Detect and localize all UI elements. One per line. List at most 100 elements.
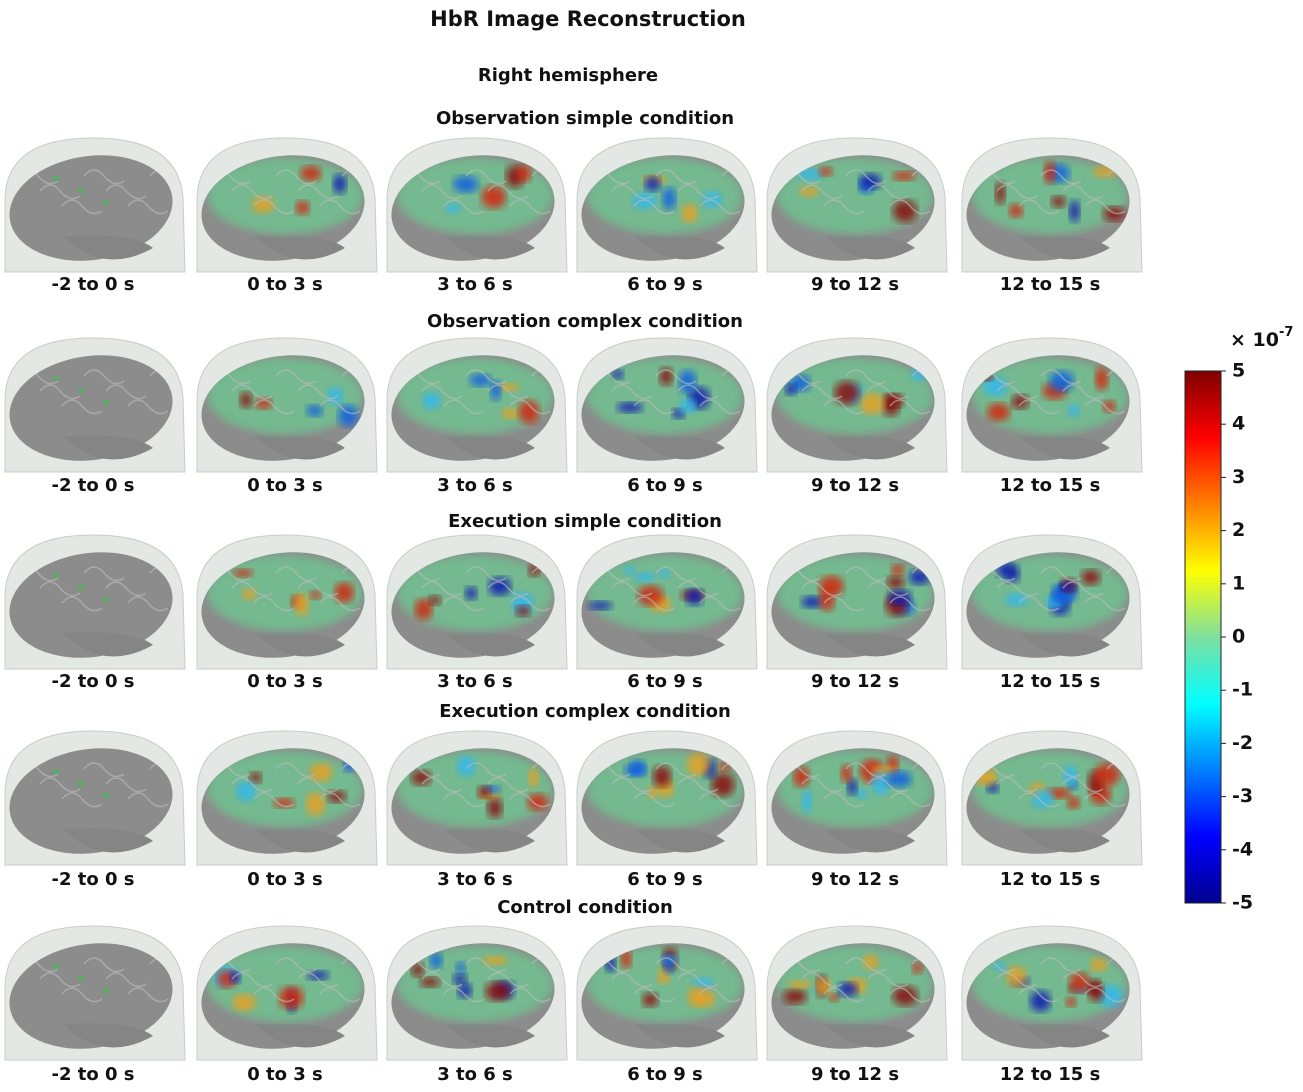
gyrus xyxy=(1040,566,1082,582)
temporal-lobe xyxy=(635,1023,725,1048)
row-title: Execution complex condition xyxy=(439,701,731,722)
activation-overlay xyxy=(397,555,562,631)
gyrus xyxy=(127,596,169,612)
activation-blob xyxy=(694,987,716,1008)
activation-blob xyxy=(232,994,257,1012)
activation-spot xyxy=(53,376,59,381)
gyrus xyxy=(889,596,931,612)
activation-overlay xyxy=(587,946,752,1022)
gyrus xyxy=(275,762,317,778)
gyrus xyxy=(1062,184,1104,200)
activation-field xyxy=(587,358,743,434)
time-label: 0 to 3 s xyxy=(247,671,323,692)
activation-blob xyxy=(686,588,703,606)
temporal-lobe xyxy=(255,235,345,260)
activation-blob xyxy=(1030,990,1051,1012)
gyrus xyxy=(699,199,741,215)
temporal-lobe xyxy=(825,828,915,853)
activation-blob xyxy=(912,962,923,974)
gyrus xyxy=(465,957,507,973)
temporal-lobe xyxy=(445,828,535,853)
gyrus xyxy=(231,184,273,200)
temporal-lobe xyxy=(63,435,153,460)
multiplier-base: × 10 xyxy=(1230,329,1279,351)
brain-panel xyxy=(766,730,948,866)
gyrus xyxy=(996,581,1038,597)
activation-blob xyxy=(799,186,819,197)
activation-blob xyxy=(796,168,823,181)
activation-blob xyxy=(232,569,253,578)
gyrus xyxy=(61,399,103,415)
activation-overlay xyxy=(17,762,180,808)
gyrus xyxy=(655,169,697,185)
gyrus xyxy=(275,169,317,185)
time-label: 0 to 3 s xyxy=(247,475,323,496)
time-label: 12 to 15 s xyxy=(1000,671,1101,692)
brain xyxy=(9,748,173,854)
gyrus xyxy=(845,957,887,973)
activation-spot xyxy=(103,597,109,602)
activation-blob xyxy=(518,400,540,424)
gyrus xyxy=(319,596,361,612)
activation-blob xyxy=(487,797,503,818)
activation-blob xyxy=(1095,367,1109,391)
activation-blob xyxy=(1094,763,1120,787)
gyrus xyxy=(823,792,865,808)
activation-spot xyxy=(78,188,84,193)
activation-field xyxy=(207,158,363,234)
gyrus xyxy=(1018,987,1060,1003)
gyrus xyxy=(253,199,295,215)
activation-overlay xyxy=(397,158,562,234)
gyrus xyxy=(996,972,1038,988)
activation-blob xyxy=(456,755,476,777)
gyrus xyxy=(509,987,551,1003)
gyrus xyxy=(677,581,719,597)
activation-blob xyxy=(1051,195,1066,208)
gyrus xyxy=(1062,581,1104,597)
time-label: 3 to 6 s xyxy=(437,869,513,890)
activation-overlay xyxy=(587,158,752,234)
activation-blob xyxy=(1005,593,1028,607)
gyrus xyxy=(253,399,295,415)
gyrus xyxy=(677,384,719,400)
activation-blob xyxy=(793,766,810,788)
colorbar-tick-label: -4 xyxy=(1232,838,1253,860)
gyrus xyxy=(845,369,887,385)
time-label: 3 to 6 s xyxy=(437,671,513,692)
gyrus xyxy=(105,184,147,200)
gyrus xyxy=(867,184,909,200)
gyrus xyxy=(1062,384,1104,400)
time-label: -2 to 0 s xyxy=(51,671,134,692)
gyrus xyxy=(105,777,147,793)
activation-overlay xyxy=(17,369,180,415)
temporal-lobe xyxy=(635,828,725,853)
activation-blob xyxy=(1088,982,1104,1002)
activation-blob xyxy=(464,586,478,600)
gyrus xyxy=(1018,199,1060,215)
temporal-lobe xyxy=(255,632,345,657)
activation-overlay xyxy=(207,158,372,234)
figure-title: HbR Image Reconstruction xyxy=(430,7,746,31)
activation-spot xyxy=(53,769,59,774)
activation-blob xyxy=(453,175,479,193)
gyrus xyxy=(297,184,339,200)
time-label: 3 to 6 s xyxy=(437,1064,513,1085)
gyrus xyxy=(421,972,463,988)
gyrus xyxy=(253,792,295,808)
activation-blob xyxy=(300,165,322,182)
gyrus xyxy=(1062,777,1104,793)
temporal-lobe xyxy=(63,828,153,853)
gyrus xyxy=(655,566,697,582)
activation-blob xyxy=(788,980,813,989)
temporal-lobe xyxy=(255,1023,345,1048)
gyrus xyxy=(231,581,273,597)
time-label: 12 to 15 s xyxy=(1000,1064,1101,1085)
gyrus xyxy=(61,199,103,215)
gyrus xyxy=(889,199,931,215)
temporal-lobe xyxy=(1020,1023,1110,1048)
temporal-lobe xyxy=(445,632,535,657)
activation-blob xyxy=(862,954,879,970)
activation-overlay xyxy=(777,158,942,234)
activation-blob xyxy=(847,778,858,796)
